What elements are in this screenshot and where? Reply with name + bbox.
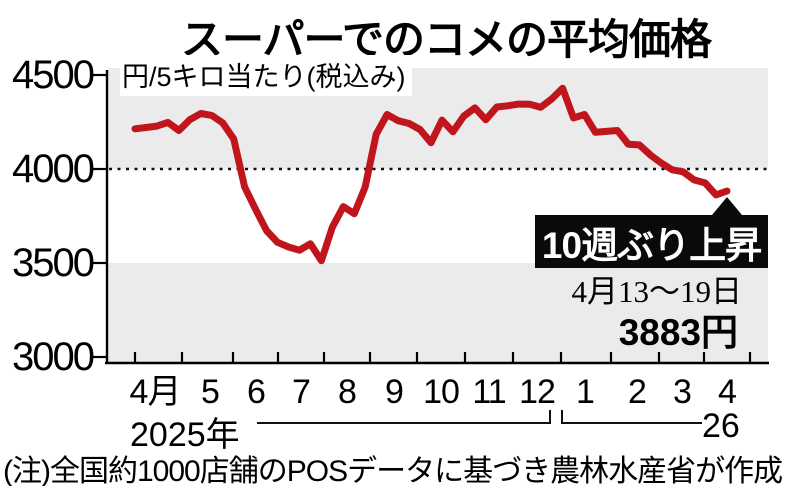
annotation-pointer-triangle bbox=[712, 197, 742, 215]
x-axis-year-label-2025: 2025年 bbox=[130, 416, 240, 454]
annotation-callout-box: 10週ぶり上昇 bbox=[535, 215, 768, 268]
x-axis-label-10: 10 bbox=[423, 373, 460, 411]
x-axis-label-4月: 4月 bbox=[129, 373, 182, 411]
x-axis-label-12: 12 bbox=[519, 373, 556, 411]
x-axis-year-label-26: 26 bbox=[702, 407, 740, 445]
year-2025-bracket-line bbox=[257, 422, 551, 424]
y-axis-unit-label: 円/5キロ当たり(税込み) bbox=[120, 55, 412, 96]
price-line bbox=[131, 84, 731, 265]
y-axis-label-4500: 4500 bbox=[12, 53, 95, 97]
annotation-date-range: 4月13〜19日 bbox=[571, 274, 743, 309]
year-2025-bracket-hook bbox=[549, 410, 551, 424]
x-axis-label-5: 5 bbox=[201, 373, 220, 411]
x-axis-label-3: 3 bbox=[673, 373, 692, 411]
year-26-bracket-hook bbox=[561, 410, 563, 424]
x-axis-label-1: 1 bbox=[576, 373, 595, 411]
background-band-lower bbox=[108, 263, 768, 363]
x-axis-label-9: 9 bbox=[385, 373, 404, 411]
x-axis-label-11: 11 bbox=[472, 373, 506, 411]
y-axis-label-3500: 3500 bbox=[12, 241, 95, 285]
y-axis-label-4000: 4000 bbox=[12, 147, 95, 191]
x-axis-label-8: 8 bbox=[338, 373, 357, 411]
x-axis-label-2: 2 bbox=[628, 373, 647, 411]
y-axis-label-3000: 3000 bbox=[12, 335, 95, 379]
x-axis-label-6: 6 bbox=[247, 373, 266, 411]
source-note: (注)全国約1000店舗のPOSデータに基づき農林水産省が作成 bbox=[3, 455, 783, 486]
x-axis-label-7: 7 bbox=[292, 373, 311, 411]
annotation-price-value: 3883円 bbox=[618, 312, 738, 353]
year-26-bracket-line bbox=[561, 422, 702, 424]
annotation-headline: 10週ぶり上昇 bbox=[541, 224, 762, 266]
x-axis-label-4: 4 bbox=[718, 373, 737, 411]
